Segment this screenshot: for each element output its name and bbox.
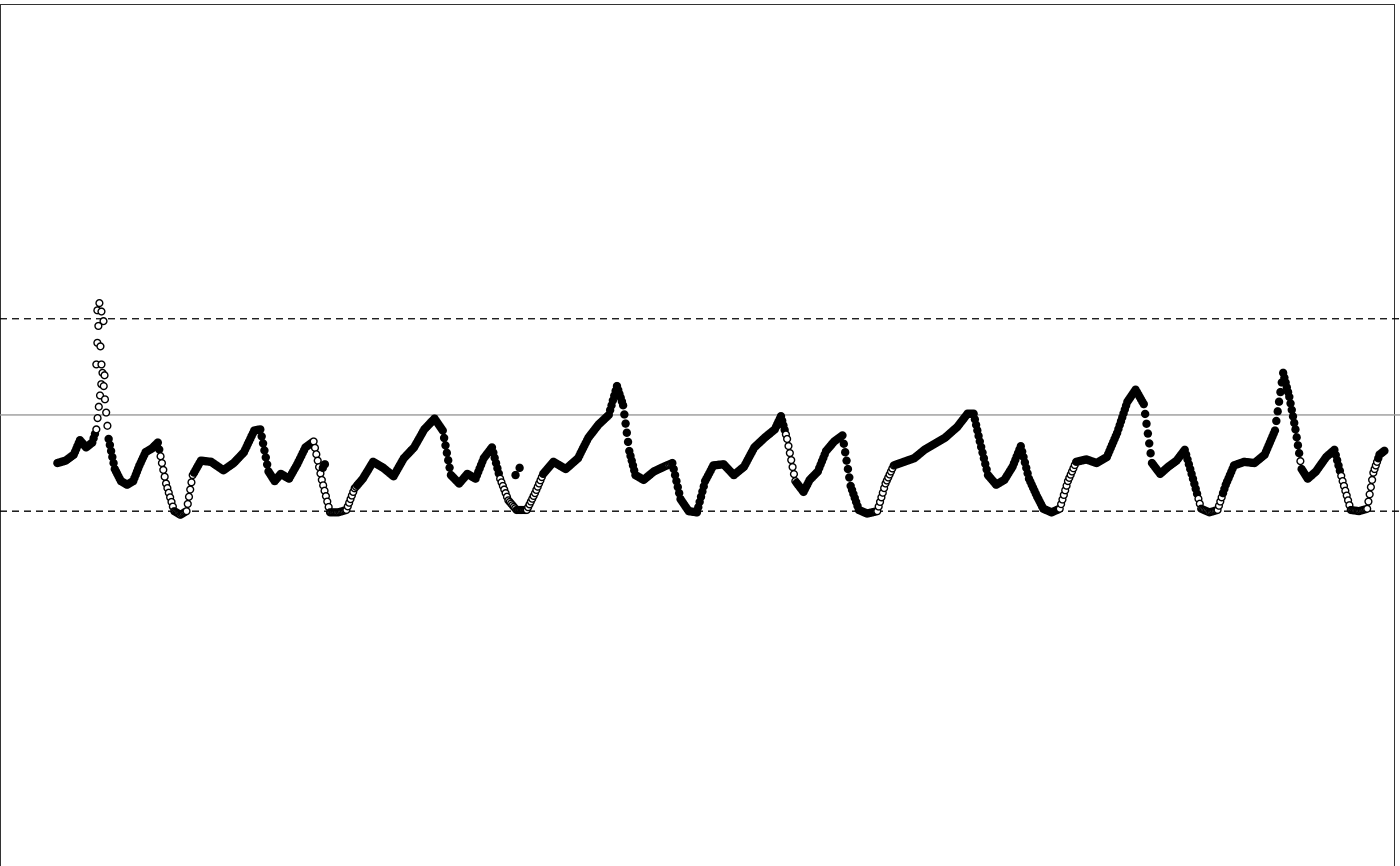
- open-data-point: [100, 371, 109, 380]
- filled-data-point: [1143, 429, 1153, 438]
- open-data-point: [184, 492, 194, 501]
- open-data-point: [1365, 490, 1374, 499]
- open-data-point: [182, 507, 191, 516]
- filled-data-point: [843, 464, 853, 474]
- filled-data-point: [622, 428, 632, 437]
- filled-data-point: [262, 460, 272, 469]
- filled-data-point: [1142, 419, 1151, 428]
- filled-data-point: [261, 453, 270, 462]
- filled-data-point: [511, 470, 520, 480]
- open-data-point: [788, 462, 797, 472]
- filled-data-point: [155, 445, 164, 454]
- open-data-point: [1363, 504, 1372, 513]
- open-data-point: [97, 360, 106, 369]
- filled-data-point: [845, 473, 854, 482]
- filled-data-point: [839, 439, 849, 449]
- open-data-point: [94, 321, 103, 331]
- filled-data-point: [840, 448, 850, 457]
- filled-data-point: [444, 456, 453, 465]
- open-data-point: [183, 499, 192, 509]
- open-data-point: [159, 465, 168, 474]
- filled-data-point: [320, 460, 330, 469]
- filled-data-point: [257, 432, 266, 441]
- filled-data-point: [618, 401, 628, 410]
- open-data-point: [787, 455, 796, 465]
- filled-data-point: [1292, 433, 1301, 442]
- filled-data-point: [1285, 392, 1294, 402]
- open-data-point: [187, 478, 196, 487]
- filled-data-point: [1272, 416, 1281, 426]
- data-points: [53, 299, 1389, 519]
- filled-data-point: [1145, 439, 1154, 448]
- filled-data-point: [1291, 425, 1300, 434]
- filled-data-point: [515, 463, 524, 473]
- filled-data-point: [442, 448, 452, 458]
- open-data-point: [783, 434, 792, 444]
- reference-lines: [0, 318, 1400, 512]
- filled-data-point: [1293, 441, 1303, 450]
- open-data-point: [160, 472, 169, 481]
- filled-data-point: [1287, 405, 1296, 415]
- filled-data-point: [620, 410, 629, 419]
- filled-data-point: [1270, 426, 1280, 435]
- filled-data-point: [1274, 397, 1284, 406]
- filled-data-point: [1146, 449, 1155, 458]
- open-data-point: [102, 408, 111, 417]
- open-data-point: [313, 456, 322, 465]
- filled-data-point: [445, 463, 454, 472]
- filled-data-point: [1140, 409, 1150, 419]
- filled-data-point: [623, 437, 633, 447]
- filled-data-point: [1276, 387, 1285, 397]
- filled-data-point: [1380, 446, 1389, 455]
- filled-data-point: [842, 456, 851, 465]
- open-data-point: [93, 413, 102, 423]
- open-data-point: [97, 307, 106, 316]
- filled-data-point: [438, 426, 447, 435]
- open-data-point: [1296, 457, 1305, 466]
- open-data-point: [157, 458, 167, 468]
- open-data-point: [96, 342, 105, 351]
- filled-data-point: [838, 431, 847, 440]
- open-data-point: [310, 443, 320, 452]
- open-data-point: [100, 395, 110, 404]
- filled-data-point: [1139, 399, 1148, 409]
- filled-data-point: [256, 425, 265, 434]
- plot-frame: [0, 4, 1395, 866]
- open-data-point: [156, 452, 165, 461]
- open-data-point: [1368, 475, 1377, 485]
- open-data-point: [99, 317, 108, 326]
- open-data-point: [186, 485, 195, 494]
- filled-data-point: [441, 441, 450, 450]
- open-data-point: [789, 469, 799, 479]
- filled-data-point: [153, 438, 163, 447]
- open-data-point: [312, 450, 321, 459]
- filled-data-point: [1294, 449, 1304, 458]
- open-data-point: [103, 421, 112, 430]
- filled-data-point: [1288, 412, 1298, 421]
- filled-data-point: [621, 419, 630, 428]
- open-data-point: [1366, 483, 1375, 492]
- filled-data-point: [1286, 399, 1295, 408]
- open-data-point: [99, 381, 108, 391]
- filled-data-point: [1290, 418, 1299, 428]
- filled-data-point: [439, 433, 449, 443]
- open-data-point: [309, 437, 318, 446]
- open-data-point: [92, 425, 101, 434]
- filled-data-point: [258, 439, 268, 448]
- open-data-point: [95, 299, 104, 308]
- filled-data-point: [260, 446, 269, 455]
- open-data-point: [94, 402, 103, 411]
- open-data-point: [1364, 497, 1373, 506]
- filled-data-point: [1273, 407, 1282, 416]
- open-data-point: [785, 448, 794, 458]
- open-data-point: [784, 441, 793, 451]
